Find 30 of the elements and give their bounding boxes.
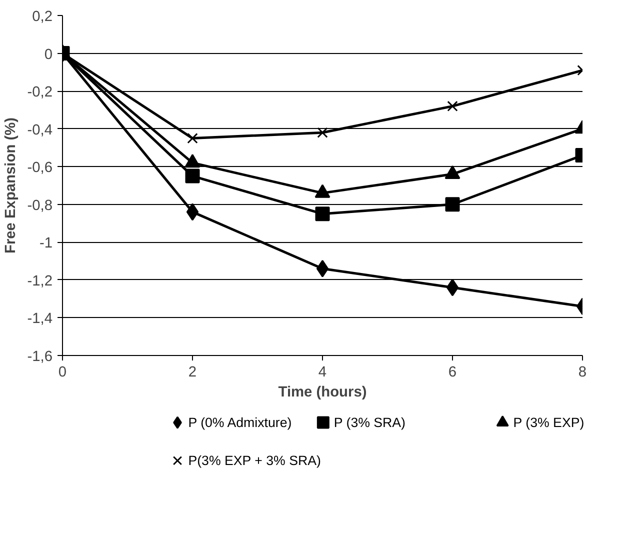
y-tick-label: -1,2 xyxy=(27,273,53,290)
x-tick-label: 8 xyxy=(578,364,587,380)
y-tick-label: -1,6 xyxy=(27,349,53,365)
point xyxy=(445,197,460,212)
point xyxy=(447,100,458,112)
legend-label: P (0% Admixture) xyxy=(188,415,292,430)
point xyxy=(317,127,328,138)
point xyxy=(186,203,199,221)
x-tick-label: 6 xyxy=(448,364,457,380)
point xyxy=(316,260,329,278)
y-tick-label: -1,4 xyxy=(27,311,53,328)
legend-label: P (3% SRA) xyxy=(334,415,406,430)
point xyxy=(446,278,459,296)
point xyxy=(315,206,330,222)
point xyxy=(187,132,198,144)
x-tick-label: 4 xyxy=(318,364,327,380)
x-axis-title: Time (hours) xyxy=(278,384,367,400)
y-tick-label: -0,8 xyxy=(27,198,53,214)
y-tick-label: -1 xyxy=(39,236,53,252)
legend-label: P (3% EXP) xyxy=(513,415,584,430)
y-tick-label: -0,4 xyxy=(27,122,53,138)
y-tick-label: -0,6 xyxy=(27,160,53,176)
y-tick-label: -0,2 xyxy=(27,84,53,101)
point xyxy=(185,168,200,184)
y-axis-title: Free Expansion (%) xyxy=(3,117,20,254)
y-tick-label: 0,2 xyxy=(32,9,52,25)
legend-label: P(3% EXP + 3% SRA) xyxy=(188,453,321,468)
x-tick-label: 0 xyxy=(58,364,67,380)
x-tick-label: 2 xyxy=(188,364,197,380)
y-tick-label: 0 xyxy=(44,46,53,63)
